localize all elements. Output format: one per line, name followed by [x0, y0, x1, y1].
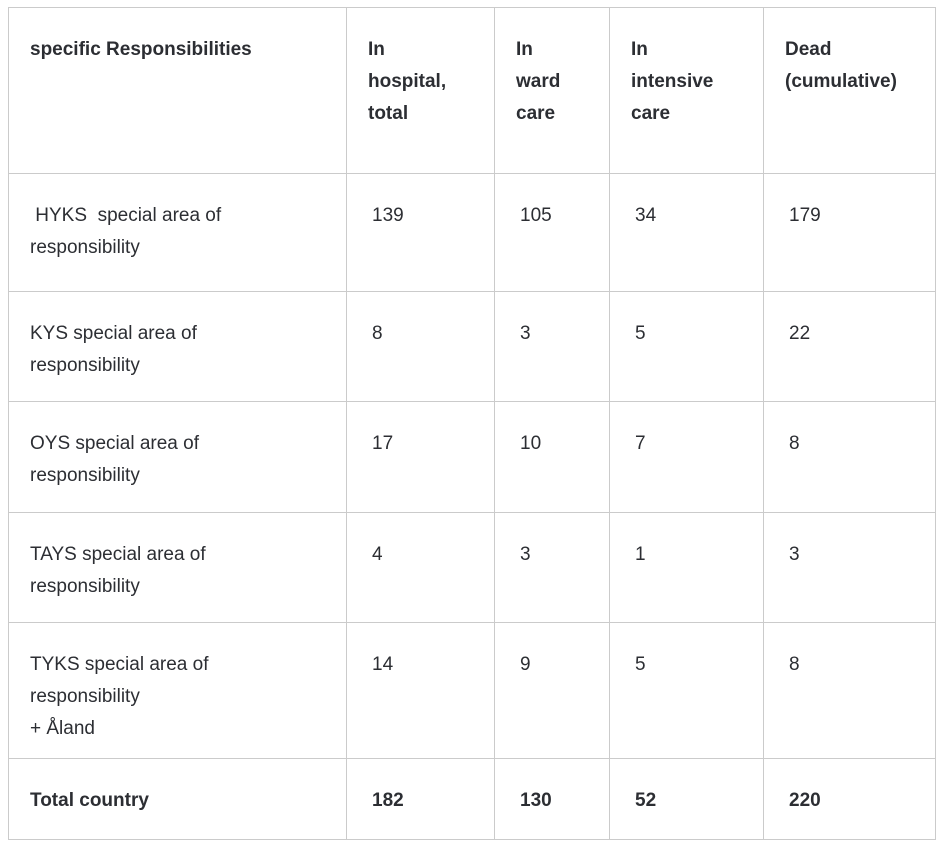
cell-total-in-ward-care: 130: [494, 758, 610, 840]
cell-oys-in-intensive-care: 7: [609, 401, 764, 513]
table-row-kys: KYS special area of responsibility 8 3 5…: [8, 291, 936, 402]
col-header-dead-cumulative: Dead (cumulative): [763, 7, 936, 174]
col-header-in-ward-care: In ward care: [494, 7, 610, 174]
col-header-in-intensive-care: In intensive care: [609, 7, 764, 174]
cell-oys-in-ward-care: 10: [494, 401, 610, 513]
cell-oys-in-hospital-total: 17: [346, 401, 495, 513]
cell-oys-dead-cumulative: 8: [763, 401, 936, 513]
table-row-oys: OYS special area of responsibility 17 10…: [8, 401, 936, 513]
row-label-tays: TAYS special area of responsibility: [8, 512, 347, 623]
cell-hyks-dead-cumulative: 179: [763, 173, 936, 292]
cell-hyks-in-hospital-total: 139: [346, 173, 495, 292]
cell-tyks-in-intensive-care: 5: [609, 622, 764, 759]
col-header-in-hospital-total: In hospital, total: [346, 7, 495, 174]
cell-total-in-intensive-care: 52: [609, 758, 764, 840]
cell-total-dead-cumulative: 220: [763, 758, 936, 840]
cell-hyks-in-ward-care: 105: [494, 173, 610, 292]
cell-tays-in-ward-care: 3: [494, 512, 610, 623]
cell-kys-in-hospital-total: 8: [346, 291, 495, 402]
row-label-total-country: Total country: [8, 758, 347, 840]
cell-kys-in-ward-care: 3: [494, 291, 610, 402]
cell-kys-dead-cumulative: 22: [763, 291, 936, 402]
table-row-total-country: Total country 182 130 52 220: [8, 758, 936, 840]
row-label-tyks-aland: TYKS special area of responsibility + Ål…: [8, 622, 347, 759]
cell-tyks-in-hospital-total: 14: [346, 622, 495, 759]
cell-tays-dead-cumulative: 3: [763, 512, 936, 623]
table-row-hyks: HYKS special area of responsibility 139 …: [8, 173, 936, 292]
table-row-tyks-aland: TYKS special area of responsibility + Ål…: [8, 622, 936, 759]
hospital-statistics-table: specific Responsibilities In hospital, t…: [8, 7, 936, 840]
row-label-hyks: HYKS special area of responsibility: [8, 173, 347, 292]
col-header-specific-responsibilities: specific Responsibilities: [8, 7, 347, 174]
row-label-oys: OYS special area of responsibility: [8, 401, 347, 513]
cell-tays-in-intensive-care: 1: [609, 512, 764, 623]
cell-kys-in-intensive-care: 5: [609, 291, 764, 402]
cell-tyks-dead-cumulative: 8: [763, 622, 936, 759]
cell-hyks-in-intensive-care: 34: [609, 173, 764, 292]
table-header-row: specific Responsibilities In hospital, t…: [8, 7, 936, 174]
cell-tyks-in-ward-care: 9: [494, 622, 610, 759]
table-row-tays: TAYS special area of responsibility 4 3 …: [8, 512, 936, 623]
cell-total-in-hospital-total: 182: [346, 758, 495, 840]
row-label-kys: KYS special area of responsibility: [8, 291, 347, 402]
cell-tays-in-hospital-total: 4: [346, 512, 495, 623]
